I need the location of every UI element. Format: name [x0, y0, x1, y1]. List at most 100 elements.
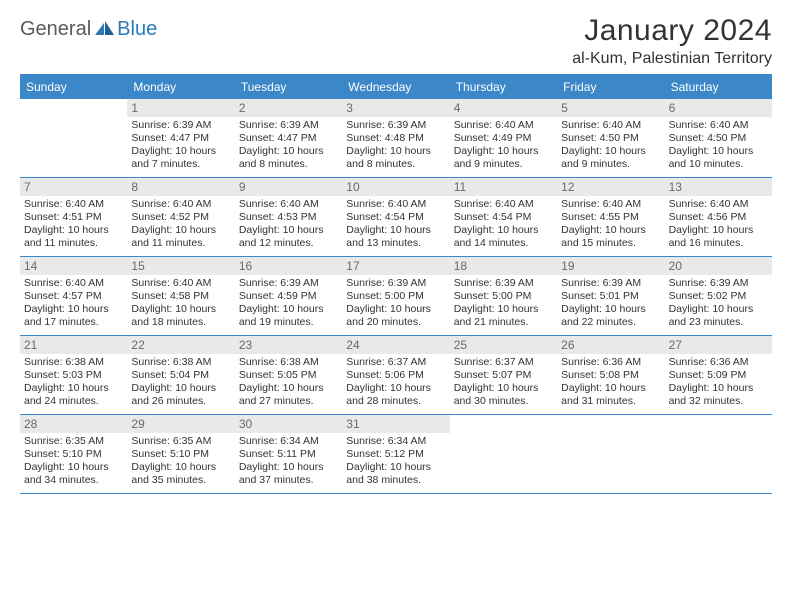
page-subtitle: al-Kum, Palestinian Territory — [572, 50, 772, 68]
daylight-text: Daylight: 10 hours — [346, 145, 445, 158]
day-number: 2 — [235, 99, 342, 117]
daylight-text: and 26 minutes. — [131, 395, 230, 408]
sunset-text: Sunset: 5:11 PM — [239, 448, 338, 461]
sunset-text: Sunset: 5:10 PM — [131, 448, 230, 461]
daylight-text: Daylight: 10 hours — [346, 461, 445, 474]
calendar-day — [665, 415, 772, 493]
sunrise-text: Sunrise: 6:37 AM — [454, 356, 553, 369]
daylight-text: Daylight: 10 hours — [561, 303, 660, 316]
calendar-day: 5Sunrise: 6:40 AMSunset: 4:50 PMDaylight… — [557, 99, 664, 177]
sunrise-text: Sunrise: 6:40 AM — [239, 198, 338, 211]
sunset-text: Sunset: 4:57 PM — [24, 290, 123, 303]
brand-logo: General Blue — [20, 14, 157, 41]
daylight-text: and 34 minutes. — [24, 474, 123, 487]
calendar-day: 4Sunrise: 6:40 AMSunset: 4:49 PMDaylight… — [450, 99, 557, 177]
daylight-text: and 11 minutes. — [24, 237, 123, 250]
calendar-day: 26Sunrise: 6:36 AMSunset: 5:08 PMDayligh… — [557, 336, 664, 414]
daylight-text: and 23 minutes. — [669, 316, 768, 329]
calendar-day: 3Sunrise: 6:39 AMSunset: 4:48 PMDaylight… — [342, 99, 449, 177]
calendar-day: 29Sunrise: 6:35 AMSunset: 5:10 PMDayligh… — [127, 415, 234, 493]
sunrise-text: Sunrise: 6:38 AM — [239, 356, 338, 369]
calendar-week: 28Sunrise: 6:35 AMSunset: 5:10 PMDayligh… — [20, 415, 772, 494]
sunrise-text: Sunrise: 6:40 AM — [669, 198, 768, 211]
daylight-text: and 28 minutes. — [346, 395, 445, 408]
daylight-text: and 8 minutes. — [346, 158, 445, 171]
daylight-text: Daylight: 10 hours — [24, 224, 123, 237]
sunrise-text: Sunrise: 6:39 AM — [454, 277, 553, 290]
weekday-header: Wednesday — [342, 76, 449, 99]
daylight-text: and 32 minutes. — [669, 395, 768, 408]
day-number: 29 — [127, 415, 234, 433]
daylight-text: Daylight: 10 hours — [131, 145, 230, 158]
daylight-text: Daylight: 10 hours — [24, 382, 123, 395]
day-number: 26 — [557, 336, 664, 354]
day-number: 13 — [665, 178, 772, 196]
day-number: 7 — [20, 178, 127, 196]
sunrise-text: Sunrise: 6:34 AM — [346, 435, 445, 448]
sunset-text: Sunset: 4:52 PM — [131, 211, 230, 224]
brand-sail-icon — [95, 21, 115, 35]
daylight-text: and 14 minutes. — [454, 237, 553, 250]
calendar-week: 1Sunrise: 6:39 AMSunset: 4:47 PMDaylight… — [20, 99, 772, 178]
page: General Blue January 2024 al-Kum, Palest… — [0, 0, 792, 494]
day-number: 19 — [557, 257, 664, 275]
calendar-day: 14Sunrise: 6:40 AMSunset: 4:57 PMDayligh… — [20, 257, 127, 335]
daylight-text: and 21 minutes. — [454, 316, 553, 329]
daylight-text: and 20 minutes. — [346, 316, 445, 329]
sunrise-text: Sunrise: 6:40 AM — [131, 198, 230, 211]
sunset-text: Sunset: 5:02 PM — [669, 290, 768, 303]
weekday-header: Friday — [557, 76, 664, 99]
sunrise-text: Sunrise: 6:40 AM — [131, 277, 230, 290]
weekday-header: Tuesday — [235, 76, 342, 99]
sunset-text: Sunset: 5:07 PM — [454, 369, 553, 382]
daylight-text: Daylight: 10 hours — [454, 303, 553, 316]
daylight-text: Daylight: 10 hours — [131, 461, 230, 474]
sunset-text: Sunset: 4:56 PM — [669, 211, 768, 224]
sunrise-text: Sunrise: 6:40 AM — [454, 119, 553, 132]
sunrise-text: Sunrise: 6:40 AM — [561, 198, 660, 211]
day-number: 27 — [665, 336, 772, 354]
calendar-day: 30Sunrise: 6:34 AMSunset: 5:11 PMDayligh… — [235, 415, 342, 493]
sunrise-text: Sunrise: 6:40 AM — [669, 119, 768, 132]
day-number: 11 — [450, 178, 557, 196]
daylight-text: and 37 minutes. — [239, 474, 338, 487]
sunrise-text: Sunrise: 6:40 AM — [24, 277, 123, 290]
calendar-day: 13Sunrise: 6:40 AMSunset: 4:56 PMDayligh… — [665, 178, 772, 256]
sunset-text: Sunset: 5:00 PM — [346, 290, 445, 303]
calendar-day: 11Sunrise: 6:40 AMSunset: 4:54 PMDayligh… — [450, 178, 557, 256]
sunrise-text: Sunrise: 6:40 AM — [561, 119, 660, 132]
day-number: 22 — [127, 336, 234, 354]
sunrise-text: Sunrise: 6:38 AM — [24, 356, 123, 369]
daylight-text: and 11 minutes. — [131, 237, 230, 250]
sunset-text: Sunset: 5:00 PM — [454, 290, 553, 303]
calendar-day: 22Sunrise: 6:38 AMSunset: 5:04 PMDayligh… — [127, 336, 234, 414]
calendar-week: 21Sunrise: 6:38 AMSunset: 5:03 PMDayligh… — [20, 336, 772, 415]
sunset-text: Sunset: 4:54 PM — [454, 211, 553, 224]
calendar-day: 24Sunrise: 6:37 AMSunset: 5:06 PMDayligh… — [342, 336, 449, 414]
daylight-text: and 12 minutes. — [239, 237, 338, 250]
weekday-header: Sunday — [20, 76, 127, 99]
calendar-day: 9Sunrise: 6:40 AMSunset: 4:53 PMDaylight… — [235, 178, 342, 256]
day-number: 24 — [342, 336, 449, 354]
sunset-text: Sunset: 5:12 PM — [346, 448, 445, 461]
daylight-text: and 19 minutes. — [239, 316, 338, 329]
sunrise-text: Sunrise: 6:38 AM — [131, 356, 230, 369]
calendar-day: 21Sunrise: 6:38 AMSunset: 5:03 PMDayligh… — [20, 336, 127, 414]
page-title: January 2024 — [572, 14, 772, 48]
sunrise-text: Sunrise: 6:40 AM — [346, 198, 445, 211]
daylight-text: Daylight: 10 hours — [561, 382, 660, 395]
calendar-day: 31Sunrise: 6:34 AMSunset: 5:12 PMDayligh… — [342, 415, 449, 493]
day-number: 21 — [20, 336, 127, 354]
calendar-day: 20Sunrise: 6:39 AMSunset: 5:02 PMDayligh… — [665, 257, 772, 335]
sunrise-text: Sunrise: 6:39 AM — [239, 277, 338, 290]
weekday-header: Monday — [127, 76, 234, 99]
daylight-text: and 18 minutes. — [131, 316, 230, 329]
weeks-container: 1Sunrise: 6:39 AMSunset: 4:47 PMDaylight… — [20, 99, 772, 494]
daylight-text: and 7 minutes. — [131, 158, 230, 171]
daylight-text: and 10 minutes. — [669, 158, 768, 171]
day-number: 3 — [342, 99, 449, 117]
daylight-text: and 9 minutes. — [561, 158, 660, 171]
day-number: 1 — [127, 99, 234, 117]
sunset-text: Sunset: 4:50 PM — [561, 132, 660, 145]
sunset-text: Sunset: 4:58 PM — [131, 290, 230, 303]
